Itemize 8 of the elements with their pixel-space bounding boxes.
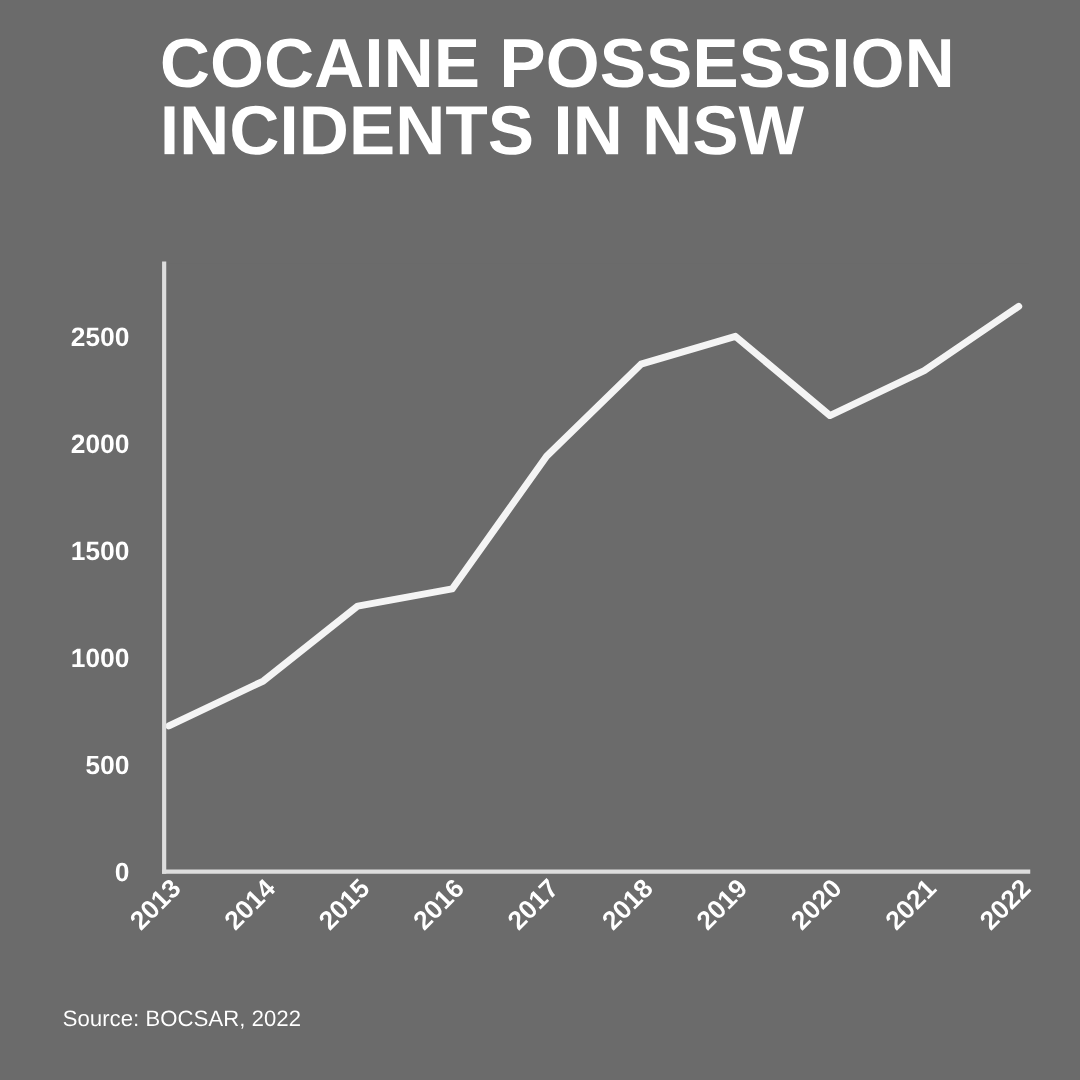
y-tick-label: 2000: [71, 434, 129, 454]
chart-title: COCAINE POSSESSION INCIDENTS IN NSW: [162, 38, 951, 155]
y-tick-label: 0: [115, 862, 129, 882]
y-tick-label: 500: [86, 755, 129, 775]
source-note: Source: BOCSAR, 2022: [63, 1010, 300, 1029]
y-tick-label: 2500: [71, 327, 129, 347]
y-tick-label: 1500: [72, 541, 129, 561]
y-tick-label: 1000: [72, 648, 129, 668]
